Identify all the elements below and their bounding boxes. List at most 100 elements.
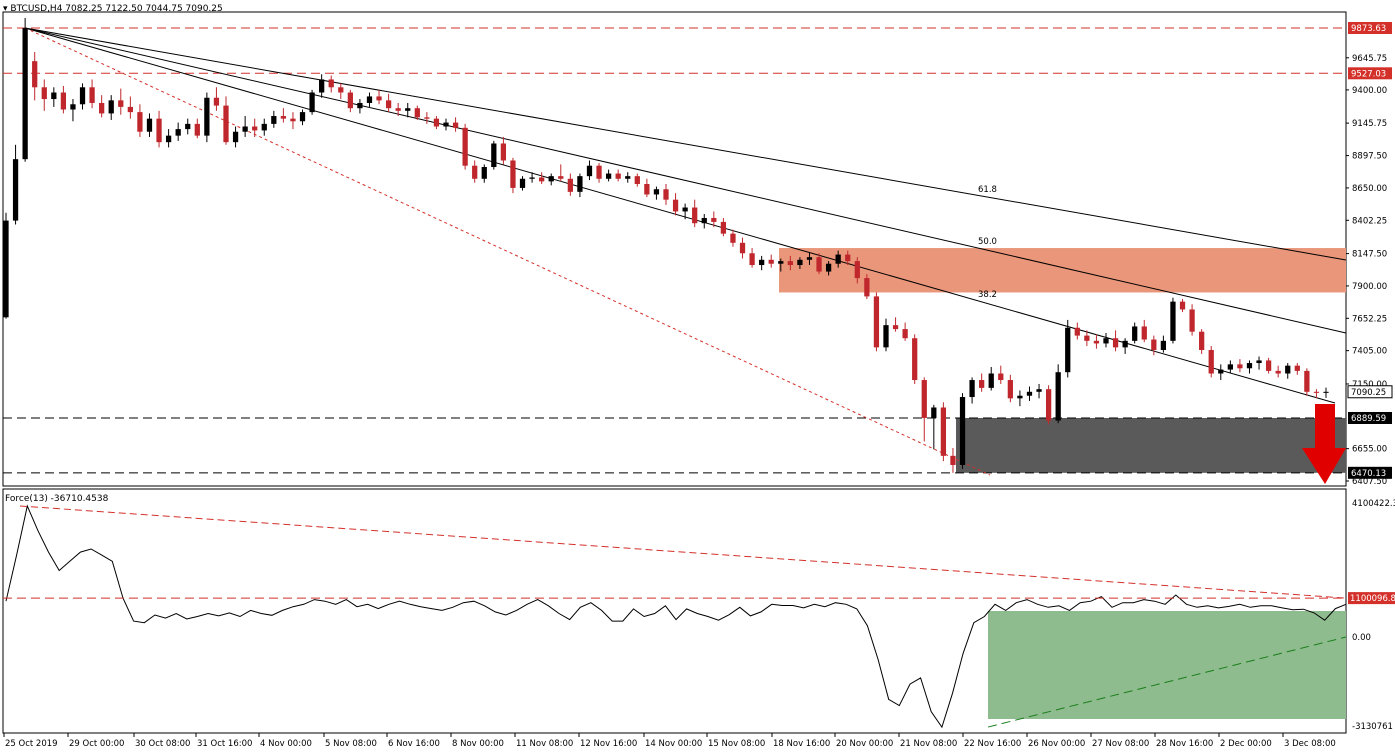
candle-body [405,108,411,111]
time-tick-label: 30 Oct 08:00 [135,739,190,749]
force-level-tag-label: 1100096.8 [1350,594,1395,604]
price-tick-label: 8650.00 [1352,184,1387,194]
level-tag-label: 6889.59 [1351,414,1386,424]
level-tag-label: 9873.63 [1351,24,1386,34]
candle-body [892,325,899,330]
fib-label-50: 50.0 [978,237,997,247]
candle-body [1246,363,1253,369]
time-tick-label: 29 Oct 00:00 [69,739,124,749]
time-tick-label: 31 Oct 16:00 [197,739,252,749]
candle-body [376,96,382,101]
candle-body [127,106,133,113]
candle-body [912,338,918,381]
candle-body [825,263,832,272]
candle-body [1065,327,1071,373]
support-zone [956,417,1346,473]
level-tag-box [1348,67,1392,80]
price-tick-label: 9645.75 [1352,54,1387,64]
force-tick-label: -3130761 [1352,722,1393,732]
candle-body [1026,391,1033,396]
candle-body [366,96,373,103]
candle-body [663,189,669,200]
candle-body [1304,370,1310,392]
candle-body [548,176,554,182]
candle-body [1179,301,1186,310]
candle-body [1074,327,1080,336]
candle-body [1323,391,1329,393]
candle-body [1285,365,1291,374]
candle-body [1045,389,1052,421]
time-tick-label: 26 Nov 00:00 [1028,739,1085,749]
down-arrow-signal [1302,404,1346,484]
candle-body [462,127,468,166]
candle-body [51,92,57,100]
candle-body [1199,331,1205,350]
time-tick-label: 21 Nov 08:00 [900,739,957,749]
fib-label-38-2: 38.2 [978,290,997,300]
candle-body [510,160,516,188]
candle-body [108,100,114,114]
candle-body [902,329,908,339]
candle-body [873,296,880,348]
candle-body [1093,340,1100,344]
force-downtrend-line [19,505,1347,599]
time-tick-label: 4 Nov 00:00 [260,739,312,749]
candle-body [988,373,994,388]
candle-body [1218,369,1224,374]
price-tick-label: 6407.50 [1352,477,1387,487]
candle-body [328,79,334,88]
candle-body [998,373,1004,381]
force-tick-label: 4100422.3 [1352,499,1395,509]
candle-body [271,116,277,124]
time-tick-label: 8 Nov 00:00 [452,739,504,749]
candle-body [653,189,660,195]
fib-fan-38-2-line [24,27,1336,404]
candle-body [118,100,124,107]
current-price-label: 7090.25 [1351,388,1386,398]
candle-body [1141,326,1147,340]
candle-body [1275,370,1281,374]
price-tick-label: 7150.00 [1352,380,1387,390]
candle-body [959,397,966,465]
candle-body [759,259,765,266]
candle-body [979,380,985,388]
candle-body [519,178,526,188]
candle-body [1227,364,1233,370]
candle-body [797,259,803,266]
candle-body [213,97,220,106]
candle-body [883,325,889,348]
level-tag-label: 6470.13 [1351,469,1386,479]
candle-body [672,199,679,212]
force-tick-label: 0.00 [1352,633,1371,643]
candle-body [931,407,937,418]
candle-body [146,118,153,132]
candle-body [481,167,487,179]
candle-body [1055,372,1061,421]
fib-label-61-8: 61.8 [978,185,997,195]
time-tick-label: 6 Nov 16:00 [388,739,440,749]
candle-body [644,183,650,195]
candle-body [1208,349,1214,374]
fib-fan-61-8-line [25,27,1347,261]
candle-body [290,118,296,122]
candle-body [596,165,602,179]
candle-body [338,87,344,93]
indicator-title: Force(13) -36710.4538 [5,494,109,504]
candle-body [232,131,239,143]
candle-body [1084,335,1090,341]
dropdown-triangle-icon[interactable]: ▾ [3,4,8,14]
candle-body [1122,340,1128,348]
candle-body [70,104,76,110]
candle-body [634,176,640,184]
candle-body [89,87,95,103]
candle-body [433,118,440,127]
candle-body [692,207,698,224]
candle-body [1170,301,1176,341]
candle-body [940,407,947,456]
candle-body [252,126,258,131]
price-tick-label: 8147.50 [1352,250,1387,260]
candle-body [204,97,210,136]
candle-body [223,105,229,143]
candle-body [1294,365,1300,371]
candle-body [682,207,688,212]
